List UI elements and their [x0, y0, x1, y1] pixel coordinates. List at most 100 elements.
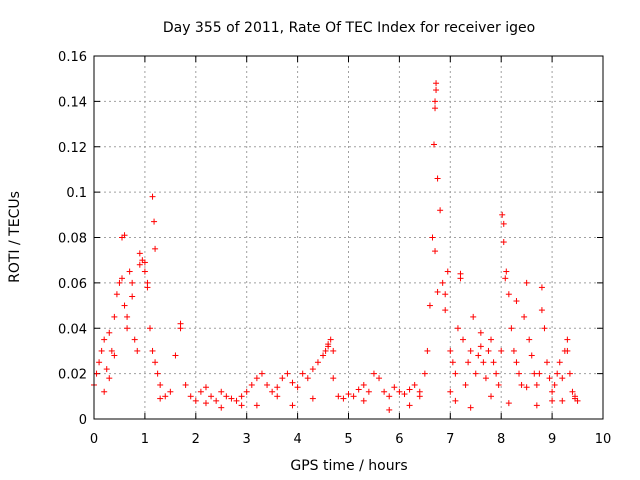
data-point	[564, 347, 571, 354]
data-point	[93, 370, 100, 377]
x-tick-label: 0	[90, 432, 98, 447]
data-point	[429, 234, 436, 241]
x-tick-label: 10	[595, 432, 612, 447]
data-point	[284, 370, 291, 377]
data-point	[516, 370, 523, 377]
data-point	[572, 395, 579, 402]
data-point	[432, 248, 439, 255]
data-point	[274, 393, 281, 400]
data-point	[345, 391, 352, 398]
data-point	[488, 393, 495, 400]
data-point	[151, 218, 158, 225]
data-point	[121, 302, 128, 309]
data-point	[325, 343, 332, 350]
data-point	[569, 388, 576, 395]
data-point	[452, 370, 459, 377]
data-point	[485, 347, 492, 354]
data-point	[335, 393, 342, 400]
data-point	[391, 384, 398, 391]
y-tick-label: 0	[79, 413, 87, 428]
x-tick-label: 4	[293, 432, 301, 447]
data-point	[505, 400, 512, 407]
data-point	[447, 388, 454, 395]
y-tick-label: 0.06	[58, 277, 87, 292]
data-point	[124, 325, 131, 332]
data-point	[208, 393, 215, 400]
x-tick-label: 8	[497, 432, 505, 447]
data-point	[546, 375, 553, 382]
data-point	[144, 279, 151, 286]
y-tick-label: 0.02	[58, 368, 87, 383]
data-point	[141, 268, 148, 275]
data-point	[467, 347, 474, 354]
data-point	[294, 384, 301, 391]
data-point	[424, 347, 431, 354]
data-point	[533, 381, 540, 388]
data-point	[269, 388, 276, 395]
data-point	[187, 393, 194, 400]
data-point	[182, 381, 189, 388]
data-point	[103, 366, 110, 373]
data-point	[411, 381, 418, 388]
data-point	[106, 329, 113, 336]
data-point	[528, 352, 535, 359]
data-point	[386, 406, 393, 413]
data-point	[518, 381, 525, 388]
data-point	[432, 98, 439, 105]
data-point	[213, 397, 220, 404]
data-point	[554, 370, 561, 377]
y-tick-label: 0.14	[58, 95, 87, 110]
data-point	[559, 397, 566, 404]
data-point	[98, 347, 105, 354]
data-point	[146, 325, 153, 332]
data-point	[433, 87, 440, 94]
data-point	[505, 291, 512, 298]
data-point	[533, 402, 540, 409]
data-point	[508, 325, 515, 332]
x-tick-label: 1	[141, 432, 149, 447]
data-point	[406, 402, 413, 409]
y-tick-label: 0.04	[58, 322, 87, 337]
data-point	[309, 395, 316, 402]
data-point	[549, 397, 556, 404]
data-point	[118, 275, 125, 282]
data-point	[330, 375, 337, 382]
data-point	[498, 347, 505, 354]
data-point	[131, 336, 138, 343]
data-point	[154, 370, 161, 377]
data-point	[116, 279, 123, 286]
data-point	[526, 336, 533, 343]
data-point	[503, 268, 510, 275]
data-point	[477, 329, 484, 336]
data-point	[564, 336, 571, 343]
data-point	[500, 239, 507, 246]
data-point	[202, 384, 209, 391]
data-point	[149, 193, 156, 200]
data-point	[152, 245, 159, 252]
data-point	[541, 325, 548, 332]
x-axis-label: GPS time / hours	[290, 458, 407, 474]
data-point	[449, 359, 456, 366]
y-tick-label: 0.08	[58, 232, 87, 247]
x-tick-label: 7	[446, 432, 454, 447]
data-point	[460, 336, 467, 343]
data-point	[536, 370, 543, 377]
data-point	[470, 313, 477, 320]
data-point	[314, 359, 321, 366]
data-point	[233, 397, 240, 404]
x-tick-label: 9	[548, 432, 556, 447]
data-point	[370, 370, 377, 377]
data-point	[309, 366, 316, 373]
data-point	[401, 391, 408, 398]
data-point	[197, 388, 204, 395]
data-point	[513, 298, 520, 305]
data-point	[544, 359, 551, 366]
data-point	[513, 359, 520, 366]
data-point	[238, 402, 245, 409]
tick-labels: 0 0.02 0.04 0.06 0.08 0.1 0.12 0.14 0.16 0 1 2 3 4 5 6 7…	[58, 50, 611, 447]
x-tick-label: 5	[344, 432, 352, 447]
data-point	[129, 279, 136, 286]
data-point	[432, 105, 439, 112]
data-point	[106, 375, 113, 382]
